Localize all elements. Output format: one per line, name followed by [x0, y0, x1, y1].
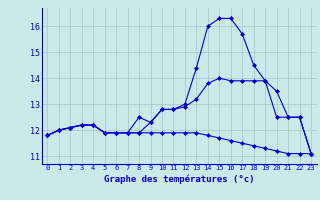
X-axis label: Graphe des températures (°c): Graphe des températures (°c) [104, 174, 254, 184]
